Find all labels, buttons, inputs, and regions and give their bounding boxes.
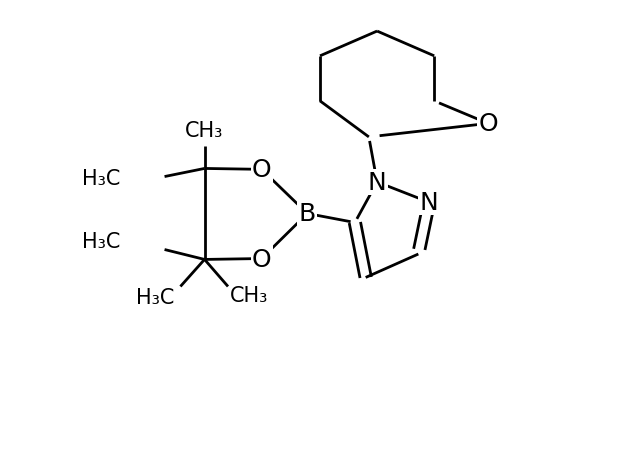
Text: B: B bbox=[299, 202, 316, 226]
Text: H₃C: H₃C bbox=[82, 232, 120, 252]
Text: N: N bbox=[420, 191, 438, 215]
Text: O: O bbox=[252, 158, 271, 182]
Text: H₃C: H₃C bbox=[136, 287, 174, 307]
Text: H₃C: H₃C bbox=[82, 169, 120, 189]
Text: CH₃: CH₃ bbox=[230, 286, 268, 306]
Text: O: O bbox=[478, 112, 498, 136]
Text: N: N bbox=[368, 171, 387, 195]
Text: O: O bbox=[252, 247, 271, 271]
Text: CH₃: CH₃ bbox=[186, 121, 224, 141]
